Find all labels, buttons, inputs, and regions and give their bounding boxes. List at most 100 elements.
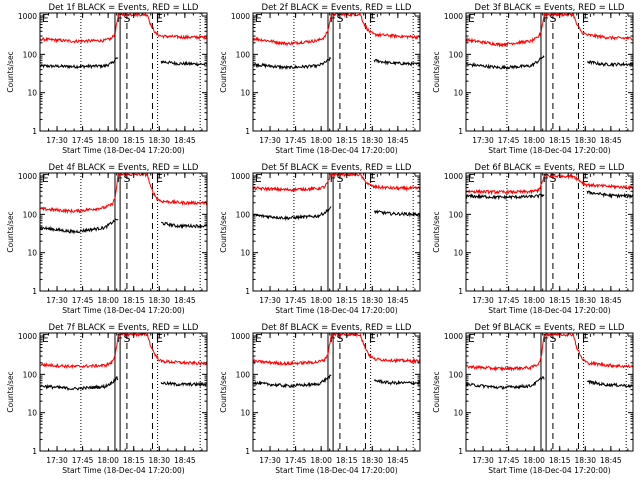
x-tick-label: 18:45 [174,136,196,145]
x-tick-label: 18:15 [123,136,145,145]
interval-markers: E F S E' [468,172,627,291]
panel-title: Det 4f BLACK = Events, RED = LLD [49,163,199,173]
interval-label: E' [369,172,379,185]
interval-label: F [117,12,123,25]
interval-label: E [255,12,262,25]
x-tick-label: 17:30 [472,136,494,145]
interval-label: S [337,172,344,185]
x-tick-label: 18:30 [574,136,596,145]
y-tick-label: 100 [449,210,464,219]
x-tick-label: 18:45 [600,296,622,305]
x-axis-label: Start Time (18-Dec-04 17:20:00) [275,466,397,475]
series-events [40,57,207,70]
series-events [253,374,420,389]
panel-title: Det 6f BLACK = Events, RED = LLD [475,163,625,173]
x-axis-label: Start Time (18-Dec-04 17:20:00) [488,146,610,155]
x-tick-label: 18:15 [123,456,145,465]
plot-frame [465,332,634,452]
y-axis: 1 10 100 1000 Counts/sec [432,172,633,296]
y-axis: 1 10 100 1000 Counts/sec [6,12,207,136]
x-tick-label: 18:30 [361,296,383,305]
interval-label: S [550,332,557,345]
y-tick-label: 1000 [18,12,37,21]
interval-label: F [543,332,549,345]
x-tick-label: 18:45 [174,456,196,465]
x-tick-label: 17:45 [498,456,520,465]
series-lld [40,13,207,44]
y-tick-label: 10 [453,89,463,98]
x-tick-label: 18:00 [97,456,119,465]
x-tick-label: 17:45 [285,136,307,145]
interval-label: F [330,332,336,345]
plot-frame [252,332,421,452]
interval-label: E' [156,12,166,25]
x-tick-label: 17:45 [498,296,520,305]
y-axis-label: Counts/sec [432,371,441,412]
x-axis-label: Start Time (18-Dec-04 17:20:00) [62,466,184,475]
y-tick-label: 10 [240,249,250,258]
series-events [40,217,207,235]
x-tick-label: 17:30 [259,296,281,305]
y-tick-label: 100 [23,50,38,59]
plot-frame [252,12,421,132]
interval-label: S [124,332,131,345]
panel-title: Det 7f BLACK = Events, RED = LLD [49,323,199,333]
interval-label: E [42,172,49,185]
x-tick-label: 18:30 [361,136,383,145]
plot-frame [252,172,421,292]
x-tick-label: 18:45 [600,136,622,145]
y-tick-label: 1000 [444,332,463,341]
y-tick-label: 1 [458,447,463,456]
y-axis: 1 10 100 1000 Counts/sec [219,172,420,296]
x-tick-label: 18:15 [549,456,571,465]
y-tick-label: 1000 [18,172,37,181]
x-axis-label: Start Time (18-Dec-04 17:20:00) [488,306,610,315]
y-axis-label: Counts/sec [219,371,228,412]
panel-title: Det 1f BLACK = Events, RED = LLD [49,3,199,13]
panel-title: Det 5f BLACK = Events, RED = LLD [262,163,412,173]
y-axis-label: Counts/sec [432,51,441,92]
y-tick-label: 1 [245,127,250,136]
y-axis: 1 10 100 1000 Counts/sec [432,332,633,456]
y-tick-label: 1000 [231,172,250,181]
interval-label: S [550,12,557,25]
y-tick-label: 10 [27,409,37,418]
plot-frame [465,172,634,292]
y-axis-label: Counts/sec [6,211,15,252]
interval-label: E [255,172,262,185]
interval-label: E' [369,12,379,25]
interval-markers: E F S E' [42,172,201,291]
y-tick-label: 1 [245,447,250,456]
y-axis-label: Counts/sec [6,51,15,92]
interval-label: E [468,12,475,25]
interval-markers: E F S E' [42,332,201,451]
plot-frame [39,172,208,292]
y-tick-label: 100 [236,50,251,59]
interval-markers: E F S E' [255,172,414,291]
series-lld [466,333,633,372]
y-tick-label: 1 [32,127,37,136]
y-tick-label: 1 [32,287,37,296]
x-tick-label: 18:15 [549,296,571,305]
x-tick-label: 18:45 [387,136,409,145]
series-events [253,56,420,70]
series-lld [466,13,633,48]
y-tick-label: 1000 [444,172,463,181]
series-events [253,206,420,222]
y-tick-label: 1000 [444,12,463,21]
x-tick-label: 18:30 [148,136,170,145]
interval-label: S [124,12,131,25]
y-tick-label: 10 [453,249,463,258]
interval-markers: E F S E' [468,12,627,131]
interval-label: S [550,172,557,185]
